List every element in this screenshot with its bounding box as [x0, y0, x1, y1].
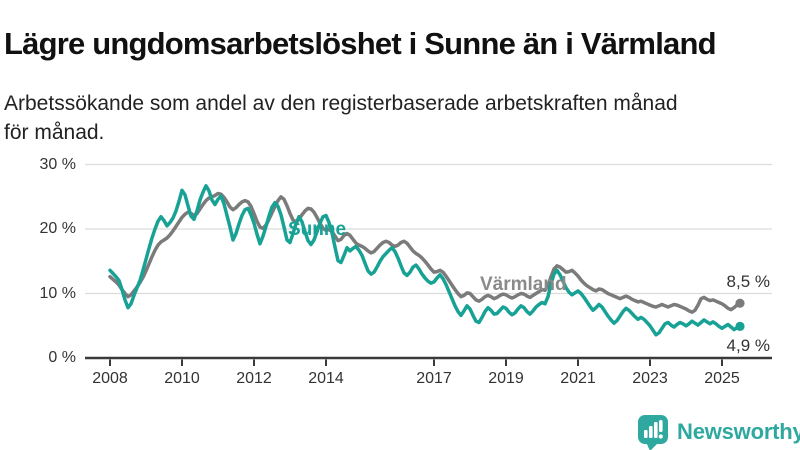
end-value-label-varmland: 8,5 % [726, 272, 770, 291]
x-axis-label: 2021 [560, 370, 596, 387]
x-axis-label: 2014 [308, 370, 344, 387]
y-axis-label: 10 % [39, 284, 76, 302]
chart-subtitle: Arbetssökande som andel av den registerb… [4, 92, 678, 144]
x-axis-label: 2012 [236, 370, 272, 387]
newsworthy-logo-icon [638, 415, 668, 450]
x-axis-label: 2017 [416, 370, 452, 387]
series-label-sunne: Sunne [288, 219, 347, 240]
varmland-end-dot [735, 298, 745, 308]
y-axis-label: 30 % [39, 155, 76, 173]
series-label-varmland: Värmland [480, 274, 567, 295]
sunne-line [108, 184, 742, 337]
varmland-line [108, 191, 742, 314]
newsworthy-logo: Newsworthy [636, 412, 800, 450]
x-axis-label: 2010 [164, 370, 200, 387]
x-axis-label: 2019 [488, 370, 524, 387]
y-axis-label: 0 % [48, 349, 76, 366]
x-axis-label: 2025 [704, 370, 740, 387]
sunne-end-dot [735, 321, 745, 331]
y-axis-label: 20 % [39, 220, 76, 237]
newsworthy-logo-text: Newsworthy [677, 418, 800, 444]
page-title: Lägre ungdomsarbetslöshet i Sunne än i V… [4, 25, 717, 61]
end-value-label-sunne: 4,9 % [726, 336, 770, 355]
x-axis-label: 2008 [92, 370, 128, 387]
x-axis-label: 2023 [632, 370, 668, 387]
